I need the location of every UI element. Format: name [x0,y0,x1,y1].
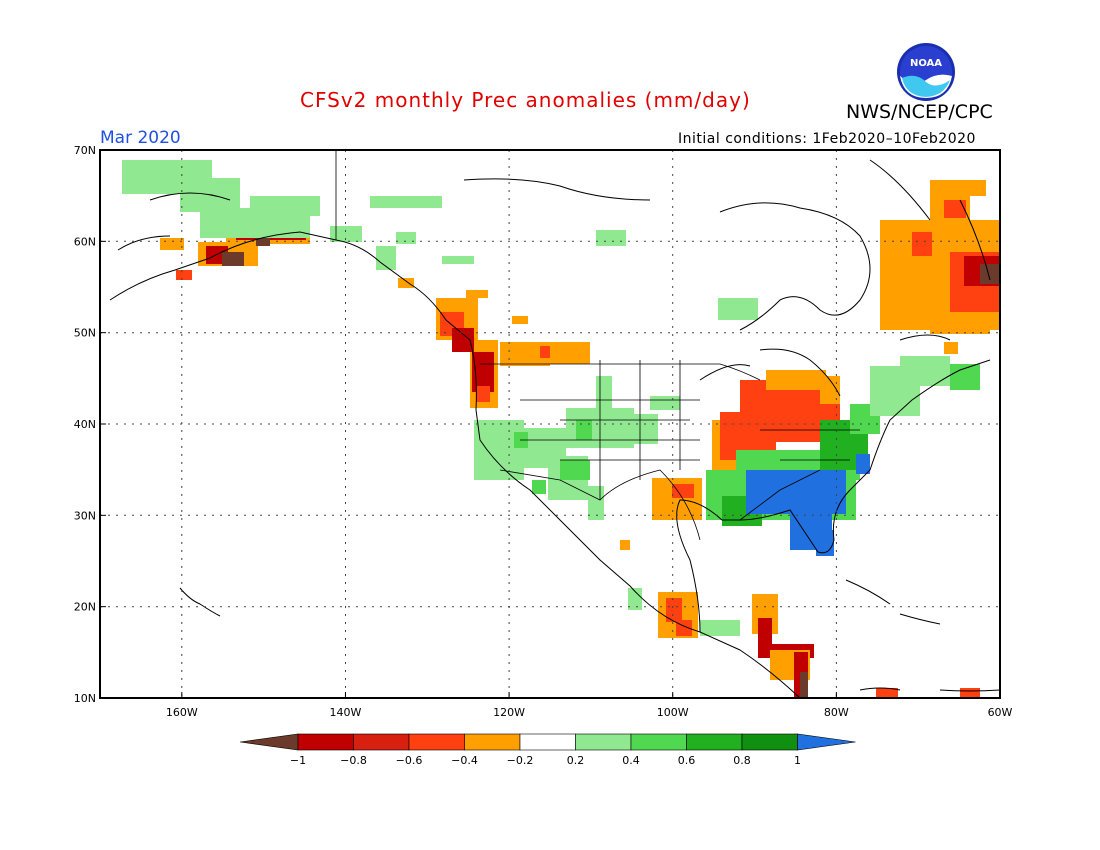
colorbar-segment [353,733,410,751]
map-area [100,150,1000,698]
latitude-label: 40N [74,418,96,431]
colorbar-segment [408,733,465,751]
latitude-label: 30N [74,509,96,522]
longitude-label: 60W [988,706,1013,719]
logo-text: NOAA [910,58,942,69]
colorbar-level-label: −0.2 [507,754,534,767]
longitude-label: 140W [330,706,362,719]
colorbar-level-label: 0.8 [733,754,751,767]
colorbar-level-label: −0.6 [396,754,423,767]
borders [335,150,860,541]
colorbar-level-label: −0.8 [340,754,367,767]
colorbar-segment [741,733,798,751]
anomaly-west-wet [122,160,758,636]
longitude-label: 120W [493,706,525,719]
forecast-month-label: Mar 2020 [100,128,181,148]
colorbar-level-label: 0.4 [622,754,640,767]
latitude-label: 50N [74,327,96,340]
graticule [100,150,1000,698]
coastlines [109,159,1000,698]
colorbar-level-label: 1 [794,754,801,767]
latitude-labels: 70N 60N 50N 40N 30N 20N 10N [74,144,106,705]
colorbar-segment [630,733,687,751]
longitude-labels: 160W 140W 120W 100W 80W 60W [166,692,1013,719]
colorbar-segment [797,733,856,751]
anomaly-labrador-dry [880,180,1000,334]
colorbar-segment [297,733,354,751]
noaa-logo-icon: NOAA [897,43,955,101]
colorbar: −1 −0.8 −0.6 −0.4 −0.2 0.2 0.4 0.6 0.8 1 [239,733,856,767]
colorbar-level-label: −0.4 [451,754,478,767]
latitude-label: 20N [74,601,96,614]
colorbar-segment [686,733,743,751]
anomaly-pacific-northwest [160,230,590,408]
colorbar-level-label: −1 [290,754,306,767]
colorbar-segment [575,733,632,751]
colorbar-segment [464,733,521,751]
initial-conditions-label: Initial conditions: 1Feb2020–10Feb2020 [678,131,976,147]
latitude-label: 70N [74,144,96,157]
longitude-label: 100W [657,706,689,719]
latitude-label: 60N [74,235,96,248]
colorbar-segment [519,733,576,751]
colorbar-level-label: 0.6 [678,754,696,767]
longitude-label: 80W [824,706,849,719]
agency-label: NWS/NCEP/CPC [846,101,993,123]
latitude-label: 10N [74,692,96,705]
colorbar-level-label: 0.2 [567,754,585,767]
longitude-label: 160W [166,706,198,719]
chart-title: CFSv2 monthly Prec anomalies (mm/day) [300,88,751,112]
colorbar-segment [239,733,299,751]
anomaly-southeast-wet [706,342,980,556]
